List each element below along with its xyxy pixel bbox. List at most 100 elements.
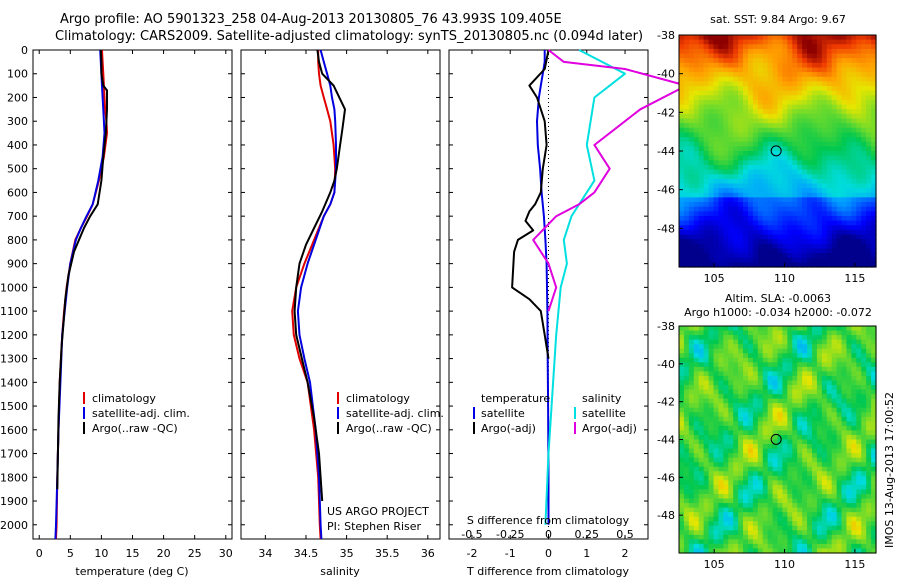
map-cell [688,146,695,152]
map-cell [713,39,719,45]
map-cell [718,35,724,41]
map-cell [811,67,818,73]
map-cell [747,132,754,138]
map-cell [738,62,744,69]
map-cell [679,484,685,491]
map-cell [792,183,798,189]
map-cell [777,385,784,391]
map-cell [816,471,823,477]
map-cell [703,253,710,259]
map-cell [782,439,788,445]
map-cell [708,385,715,391]
map-cell [757,48,764,55]
map-cell [713,225,719,231]
map-cell [792,253,798,259]
map-cell [821,127,828,134]
map-cell [856,398,862,404]
map-cell [807,243,813,250]
map-cell [723,95,729,101]
x-tick-label: 20 [157,547,171,560]
map-cell [856,353,862,359]
map-cell [841,215,848,222]
map-cell [846,248,852,254]
map-cell [821,503,828,509]
map-cell [693,53,700,59]
map-cell [713,53,719,59]
map-cell [831,471,838,477]
map-cell [866,81,872,87]
map-cell [752,362,759,368]
map-cell [693,530,700,536]
map-cell [703,109,710,115]
map-cell [856,90,862,96]
map-cell [733,512,739,518]
secondary-tick-label: -0.25 [496,528,524,541]
map-cell [752,81,759,87]
map-cell [841,257,848,263]
map-cell [703,155,710,161]
map-cell [679,507,685,513]
map-cell [703,421,710,427]
map-cell [738,81,744,87]
map-cell [743,248,749,254]
map-cell [816,90,823,96]
map-cell [851,507,857,513]
map-cell [807,160,813,166]
map-cell [802,39,808,45]
map-cell [728,543,734,550]
map-cell [703,412,710,418]
map-cell [703,512,710,518]
map-cell [728,375,734,382]
map-cell [841,53,848,59]
map-cell [787,234,793,240]
map-cell [826,434,833,441]
map-cell [698,444,705,450]
x-tick-label: -2 [466,547,477,560]
map-cell [718,407,724,413]
map-cell [708,394,715,400]
map-cell [871,118,877,124]
map-cell [816,444,823,450]
map-cell [738,543,744,550]
map-cell [856,202,862,208]
map-cell [826,425,833,432]
map-cell [816,257,823,263]
map-cell [807,234,813,240]
map-cell [738,188,744,194]
map-cell [866,493,872,500]
map-cell [797,407,803,413]
map-cell [693,44,700,50]
map-cell [841,394,848,400]
map-cell [723,439,729,445]
map-cell [738,132,744,138]
map-cell [723,430,729,436]
map-cell [856,39,862,45]
map-cell [767,484,774,491]
map-cell [738,521,744,527]
map-cell [811,174,818,180]
map-cell [866,475,872,481]
map-cell [861,444,867,450]
map-cell [816,385,823,391]
map-cell [713,109,719,115]
map-cell [836,453,843,459]
map-cell [698,67,705,73]
map-cell [708,480,715,486]
map-cell [728,160,734,166]
map-cell [767,202,774,208]
map-cell [767,398,774,404]
map-cell [688,137,695,143]
map-cell [728,348,734,354]
map-cell [752,183,759,189]
map-cell [693,118,700,124]
map-cell [846,357,852,363]
series-line [54,49,106,540]
map-cell [757,448,764,454]
map-cell [698,104,705,110]
map-cell [831,206,838,212]
map-cell [841,35,848,41]
map-cell [698,44,705,50]
map-cell [683,81,690,87]
map-cell [836,534,843,540]
